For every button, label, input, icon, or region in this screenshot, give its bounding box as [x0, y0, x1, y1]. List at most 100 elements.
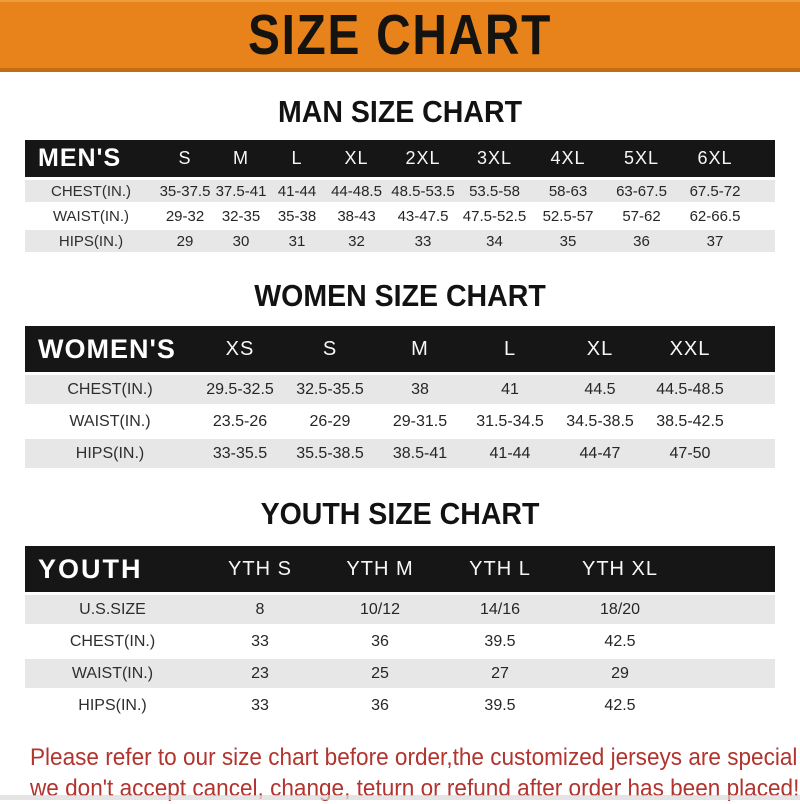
size-cell: 37	[706, 232, 724, 250]
size-cell: 37.5-41	[215, 182, 267, 200]
size-cell: 29	[611, 664, 629, 682]
women-chest-row: CHEST(IN.) 29.5-32.5 32.5-35.5 38 41 44.…	[25, 375, 775, 404]
men-col-header: M	[233, 148, 249, 168]
size-cell: 38.5-41	[392, 444, 448, 462]
size-cell: 36	[371, 632, 389, 650]
size-cell: 38	[411, 380, 429, 398]
size-cell: 42.5	[604, 632, 636, 650]
size-cell: 44.5	[584, 380, 616, 398]
size-cell: 63-67.5	[616, 182, 667, 200]
size-cell: 52.5-57	[542, 207, 594, 225]
size-cell: 14/16	[479, 600, 521, 618]
bottom-edge-shadow	[0, 795, 800, 800]
youth-ussize-row: U.S.SIZE 8 10/12 14/16 18/20	[25, 595, 775, 624]
size-cell: 36	[371, 696, 389, 714]
size-cell: 36	[633, 232, 650, 250]
size-cell: 32.5-35.5	[296, 380, 364, 398]
size-cell: 10/12	[359, 600, 401, 618]
size-cell: 67.5-72	[689, 182, 741, 200]
size-cell: 48.5-53.5	[391, 182, 455, 200]
size-cell: 62-66.5	[689, 207, 741, 225]
size-cell: 31	[288, 232, 306, 250]
women-col-header: S	[322, 337, 338, 360]
size-cell: 35.5-38.5	[296, 444, 364, 462]
women-col-header: XL	[586, 337, 614, 360]
size-cell: 47-50	[669, 444, 711, 462]
row-label: WAIST(IN.)	[71, 664, 154, 682]
size-cell: 57-62	[622, 207, 661, 225]
size-cell: 29-31.5	[392, 412, 448, 430]
size-cell: 41	[501, 380, 519, 398]
men-table-header-row: MEN'S S M L XL 2XL 3XL 4XL 5XL 6XL	[25, 140, 775, 177]
size-cell: 33	[414, 232, 432, 250]
size-chart-banner: SIZE CHART	[0, 0, 800, 72]
row-label: CHEST(IN.)	[51, 182, 131, 200]
women-col-header: M	[411, 337, 429, 360]
women-col-header: XXL	[669, 337, 711, 360]
size-cell: 58-63	[548, 182, 588, 200]
row-label: WAIST(IN.)	[69, 412, 151, 430]
youth-hips-row: HIPS(IN.) 33 36 39.5 42.5	[25, 691, 775, 720]
size-cell: 31.5-34.5	[476, 412, 544, 430]
row-label: HIPS(IN.)	[58, 232, 124, 250]
size-cell: 34.5-38.5	[566, 412, 634, 430]
youth-col-header: YTH L	[469, 557, 531, 580]
youth-col-header: YTH XL	[581, 557, 659, 580]
size-cell: 27	[491, 664, 509, 682]
size-cell: 38-43	[337, 207, 376, 225]
size-cell: 35-38	[277, 207, 317, 225]
size-cell: 32	[348, 232, 365, 250]
size-cell: 35	[559, 232, 577, 250]
row-label: HIPS(IN.)	[75, 444, 145, 462]
women-table-header-row: WOMEN'S XS S M L XL XXL	[25, 326, 775, 372]
man-section-heading: MAN SIZE CHART	[277, 94, 523, 129]
men-table-title: MEN'S	[38, 144, 122, 172]
disclaimer-line-1: Please refer to our size chart before or…	[30, 744, 800, 771]
size-cell: 33	[251, 632, 269, 650]
size-cell: 42.5	[604, 696, 636, 714]
size-cell: 44-48.5	[331, 182, 382, 200]
women-waist-row: WAIST(IN.) 23.5-26 26-29 29-31.5 31.5-34…	[25, 407, 775, 436]
size-cell: 29.5-32.5	[206, 380, 274, 398]
size-cell: 8	[255, 600, 265, 618]
size-cell: 41-44	[277, 182, 317, 200]
size-cell: 30	[232, 232, 250, 250]
youth-col-header: YTH S	[228, 557, 292, 580]
order-disclaimer: Please refer to our size chart before or…	[30, 742, 800, 804]
row-label: HIPS(IN.)	[78, 696, 147, 714]
size-cell: 33-35.5	[212, 444, 268, 462]
size-cell: 18/20	[599, 600, 641, 618]
women-col-header: L	[503, 337, 517, 360]
youth-table-title: YOUTH	[38, 553, 143, 584]
women-table-title: WOMEN'S	[38, 333, 176, 364]
size-cell: 39.5	[484, 632, 516, 650]
youth-chest-row: CHEST(IN.) 33 36 39.5 42.5	[25, 627, 775, 656]
youth-waist-row: WAIST(IN.) 23 25 27 29	[25, 659, 775, 688]
size-cell: 29	[176, 232, 194, 250]
youth-section-heading: YOUTH SIZE CHART	[260, 496, 540, 531]
size-cell: 26-29	[309, 412, 351, 430]
men-col-header: 3XL	[476, 148, 513, 168]
size-cell: 33	[251, 696, 269, 714]
men-col-header: S	[178, 148, 192, 168]
size-cell: 25	[371, 664, 389, 682]
size-cell: 43-47.5	[397, 207, 449, 225]
men-hips-row: HIPS(IN.) 29 30 31 32 33 34 35 36 37	[25, 230, 775, 252]
men-col-header: L	[291, 148, 303, 168]
size-cell: 44-47	[579, 444, 621, 462]
size-cell: 47.5-52.5	[462, 207, 527, 225]
size-cell: 39.5	[484, 696, 516, 714]
page-title: SIZE CHART	[247, 2, 553, 67]
youth-table-header-row: YOUTH YTH S YTH M YTH L YTH XL	[25, 546, 775, 592]
row-label: WAIST(IN.)	[52, 207, 130, 225]
women-col-header: XS	[225, 337, 255, 360]
size-cell: 32-35	[221, 207, 261, 225]
youth-size-table: YOUTH YTH S YTH M YTH L YTH XL U.S.SIZE …	[25, 546, 775, 720]
men-col-header: 6XL	[697, 148, 733, 168]
men-col-header: XL	[344, 148, 369, 168]
women-hips-row: HIPS(IN.) 33-35.5 35.5-38.5 38.5-41 41-4…	[25, 439, 775, 468]
size-cell: 53.5-58	[469, 182, 520, 200]
size-cell: 23.5-26	[212, 412, 268, 430]
men-col-header: 4XL	[550, 148, 586, 168]
women-section-heading: WOMEN SIZE CHART	[254, 278, 546, 313]
